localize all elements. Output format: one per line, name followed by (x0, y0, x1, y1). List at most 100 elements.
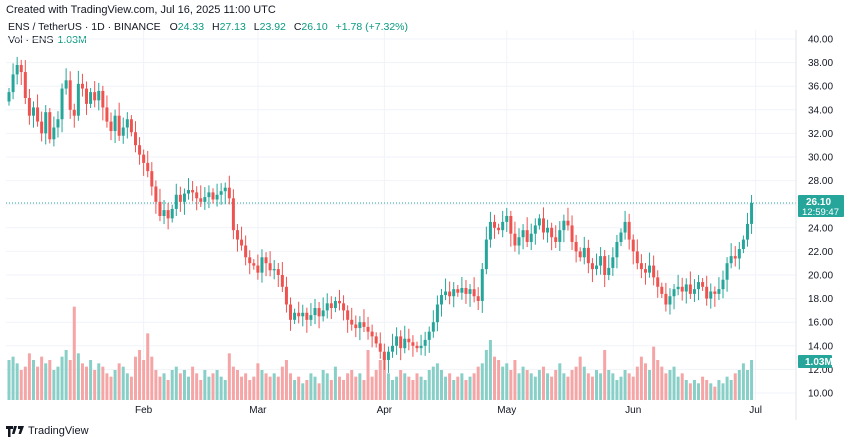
candle-body (23, 72, 27, 98)
candle-body (7, 92, 11, 102)
candle-body (619, 232, 623, 242)
volume-bar (125, 373, 129, 400)
candle-body (709, 291, 713, 299)
candle-body (244, 245, 248, 258)
open-label: O (169, 21, 178, 33)
volume-bar (358, 373, 362, 400)
candle-body (582, 247, 586, 258)
volume-bar (386, 373, 390, 400)
volume-bar (582, 366, 586, 400)
candle-body (227, 187, 231, 199)
volume-bar (370, 376, 374, 400)
volume-bar (321, 370, 325, 400)
volume-bar (680, 373, 684, 400)
candle-body (635, 251, 639, 264)
candle-body (235, 230, 239, 240)
created-with-label: Created with TradingView.com, Jul 16, 20… (6, 4, 276, 16)
candle-body (590, 263, 594, 270)
volume-bar (541, 366, 545, 400)
candle-body (488, 221, 492, 240)
volume-bar (178, 373, 182, 400)
volume-bar (223, 380, 227, 400)
volume-bar (717, 380, 721, 400)
candle-body (431, 322, 435, 332)
volume-bar (231, 366, 235, 400)
volume-bar (497, 360, 501, 400)
candle-body (370, 331, 374, 337)
candle-body (554, 237, 558, 242)
volume-bar (146, 333, 150, 400)
candle-body (395, 336, 399, 346)
volume-bar (235, 370, 239, 400)
candle-body (56, 119, 60, 128)
volume-bar (599, 373, 603, 400)
candle-body (64, 80, 68, 89)
volume-bar (427, 370, 431, 400)
volume-bar (403, 373, 407, 400)
symbol-label[interactable]: ENS / TetherUS · 1D · BINANCE (8, 21, 161, 33)
volume-bar (199, 380, 203, 400)
volume-bar (85, 366, 89, 400)
volume-bar (133, 356, 137, 400)
volume-bar (554, 370, 558, 400)
candle-body (717, 289, 721, 294)
volume-bar (558, 363, 562, 400)
volume-bar (101, 366, 105, 400)
volume-legend-value: 1.03M (57, 34, 87, 46)
volume-bar (354, 376, 358, 400)
volume-label[interactable]: Vol · ENS (8, 34, 54, 46)
candle-body (570, 225, 574, 242)
price-tick-label: 20.00 (808, 271, 833, 282)
volume-bar (656, 360, 660, 400)
volume-bar (293, 380, 297, 400)
candle-body (480, 269, 484, 301)
volume-bar (460, 373, 464, 400)
volume-bar (619, 376, 623, 400)
volume-bar (256, 363, 260, 400)
candle-body (464, 287, 468, 294)
price-tick-label: 16.00 (808, 318, 833, 329)
candle-body (407, 338, 411, 343)
volume-bar (337, 376, 341, 400)
candle-body (325, 303, 329, 311)
price-tick-label: 18.00 (808, 294, 833, 305)
candle-body (688, 284, 692, 294)
candle-body (672, 289, 676, 297)
volume-bar (244, 373, 248, 400)
price-tick-label: 14.00 (808, 341, 833, 352)
candle-body (574, 241, 578, 252)
candle-body (615, 241, 619, 258)
candle-body (529, 233, 533, 242)
candle-body (11, 74, 15, 93)
volume-bar (692, 380, 696, 400)
volume-bar (240, 376, 244, 400)
candle-body (697, 282, 701, 290)
volume-bar (19, 370, 23, 400)
candle-body (468, 289, 472, 294)
candle-body (533, 225, 537, 234)
candle-body (558, 230, 562, 242)
volume-bar (566, 376, 570, 400)
volume-bar (227, 353, 231, 400)
candle-body (607, 267, 611, 275)
low-label: L (253, 21, 260, 33)
candle-body (566, 220, 570, 226)
volume-bar (313, 376, 317, 400)
volume-bar (129, 376, 133, 400)
candle-body (76, 83, 80, 116)
volume-bar (750, 360, 754, 400)
volume-bar (289, 373, 293, 400)
volume-bar (627, 373, 631, 400)
candle-body (346, 310, 350, 320)
candle-body (101, 90, 105, 108)
volume-bar (525, 370, 529, 400)
candle-body (439, 295, 443, 305)
candle-body (733, 256, 737, 259)
candle-body (737, 249, 741, 259)
candle-body (623, 221, 627, 233)
candle-body (203, 197, 207, 202)
volume-bar (366, 350, 370, 400)
volume-bar (664, 373, 668, 400)
candle-body (639, 263, 643, 270)
